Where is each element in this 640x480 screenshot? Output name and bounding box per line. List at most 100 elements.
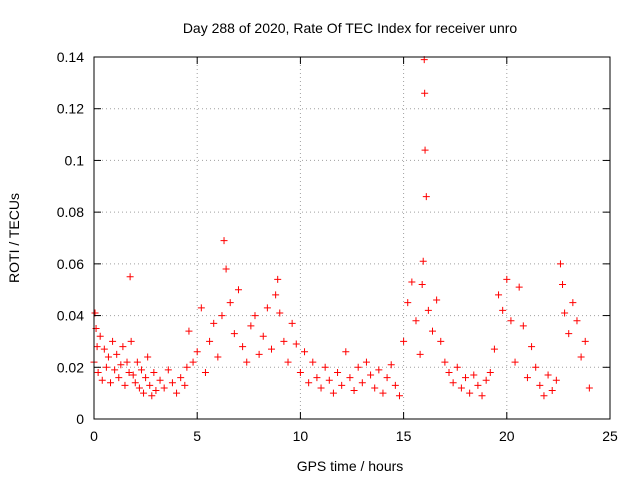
data-point — [156, 376, 164, 384]
data-point — [515, 283, 523, 291]
data-point — [218, 312, 226, 320]
data-point — [422, 193, 430, 201]
data-point — [552, 376, 560, 384]
data-point — [123, 358, 131, 366]
data-point — [354, 363, 362, 371]
data-point — [104, 353, 112, 361]
data-point — [379, 389, 387, 397]
y-tick-label: 0.14 — [57, 49, 84, 65]
data-point — [565, 330, 573, 338]
data-point — [160, 384, 168, 392]
x-axis-title: GPS time / hours — [297, 458, 404, 474]
data-point — [561, 309, 569, 317]
data-point — [210, 319, 218, 327]
data-point — [148, 392, 156, 400]
x-tick-label: 5 — [193, 428, 201, 444]
data-point — [441, 358, 449, 366]
data-point — [98, 376, 106, 384]
data-point — [125, 368, 133, 376]
data-point — [133, 358, 141, 366]
data-point — [239, 343, 247, 351]
data-point — [346, 374, 354, 382]
data-point — [117, 361, 125, 369]
y-tick-label: 0 — [76, 411, 84, 427]
y-tick-label: 0.06 — [57, 256, 84, 272]
data-point — [421, 146, 429, 154]
data-point — [296, 368, 304, 376]
data-point — [177, 374, 185, 382]
data-point — [119, 343, 127, 351]
data-point — [168, 379, 176, 387]
y-tick-label: 0.12 — [57, 101, 84, 117]
data-point — [419, 257, 427, 265]
data-point — [131, 379, 139, 387]
data-point — [577, 353, 585, 361]
data-point — [433, 296, 441, 304]
data-point — [206, 337, 214, 345]
data-point — [400, 337, 408, 345]
data-point — [418, 281, 426, 289]
data-point — [556, 260, 564, 268]
data-point — [424, 306, 432, 314]
data-point — [301, 348, 309, 356]
data-point — [255, 350, 263, 358]
grid-lines — [94, 57, 610, 419]
data-point — [325, 376, 333, 384]
data-point — [445, 368, 453, 376]
data-point — [573, 317, 581, 325]
data-point — [274, 275, 282, 283]
data-point — [383, 374, 391, 382]
data-point — [220, 237, 228, 245]
data-point — [540, 392, 548, 400]
data-point — [507, 317, 515, 325]
data-point — [462, 374, 470, 382]
data-point — [321, 363, 329, 371]
data-point — [416, 350, 424, 358]
data-point — [499, 306, 507, 314]
data-point — [309, 358, 317, 366]
y-tick-label: 0.1 — [65, 152, 85, 168]
data-point — [292, 340, 300, 348]
data-point — [350, 387, 358, 395]
data-point — [391, 381, 399, 389]
data-point — [449, 379, 457, 387]
data-point — [523, 374, 531, 382]
data-point — [127, 337, 135, 345]
data-point — [428, 327, 436, 335]
data-point — [519, 322, 527, 330]
data-point — [559, 281, 567, 289]
data-point — [121, 381, 129, 389]
data-point — [185, 327, 193, 335]
data-point — [193, 348, 201, 356]
data-point — [288, 319, 296, 327]
data-point — [457, 384, 465, 392]
data-point — [263, 304, 271, 312]
data-point — [94, 368, 102, 376]
data-point — [214, 353, 222, 361]
data-point — [152, 387, 160, 395]
data-point — [338, 381, 346, 389]
data-point — [317, 384, 325, 392]
data-point — [313, 374, 321, 382]
data-point — [581, 337, 589, 345]
data-point — [329, 389, 337, 397]
chart-title: Day 288 of 2020, Rate Of TEC Index for r… — [183, 20, 518, 36]
data-point — [140, 389, 148, 397]
data-point — [173, 389, 181, 397]
data-point — [113, 350, 121, 358]
x-tick-label: 20 — [499, 428, 515, 444]
axis-ticks: 0 0.02 0.04 0.06 0.08 0.1 0.12 0.14 0 5 10 15 20 25 — [57, 49, 618, 444]
data-point — [395, 392, 403, 400]
data-point — [342, 348, 350, 356]
data-point — [230, 330, 238, 338]
data-point — [126, 273, 134, 281]
data-point — [137, 366, 145, 374]
x-tick-label: 0 — [90, 428, 98, 444]
data-point — [408, 278, 416, 286]
plot-frame — [93, 56, 611, 420]
data-point — [404, 299, 412, 307]
data-point — [453, 363, 461, 371]
data-point — [201, 368, 209, 376]
data-point — [197, 304, 205, 312]
